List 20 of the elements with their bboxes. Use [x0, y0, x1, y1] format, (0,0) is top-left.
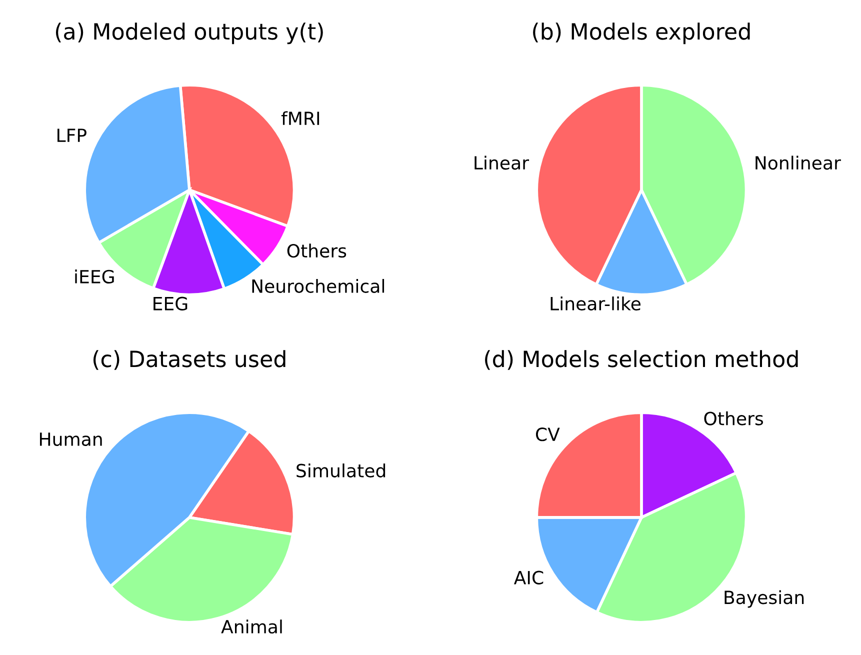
slice-label: fMRI [281, 111, 320, 125]
slice-label: Linear-like [550, 296, 640, 310]
slice-label: Simulated [296, 463, 386, 478]
chart-title: (a) Modeled outputs y(t) [56, 22, 323, 44]
slice-label: Human [40, 432, 102, 446]
slice-label: CV [536, 428, 560, 442]
slice-label: Others [287, 244, 346, 258]
chart-title: (c) Datasets used [93, 350, 286, 370]
slice-label: AIC [514, 570, 544, 584]
slice-label: Neurochemical [252, 278, 384, 293]
slice-label: Nonlinear [756, 156, 841, 170]
slice-label: Linear [474, 156, 530, 170]
slice-label: LFP [58, 128, 86, 142]
slice-label: iEEG [75, 270, 114, 284]
chart-title: (b) Models explored [533, 22, 750, 44]
slice-label: Bayesian [724, 590, 804, 608]
slice-label: Animal [221, 620, 282, 634]
chart-title: (d) Models selection method [485, 350, 798, 370]
slice-label: EEG [154, 296, 188, 310]
slice-label: Others [704, 411, 764, 426]
